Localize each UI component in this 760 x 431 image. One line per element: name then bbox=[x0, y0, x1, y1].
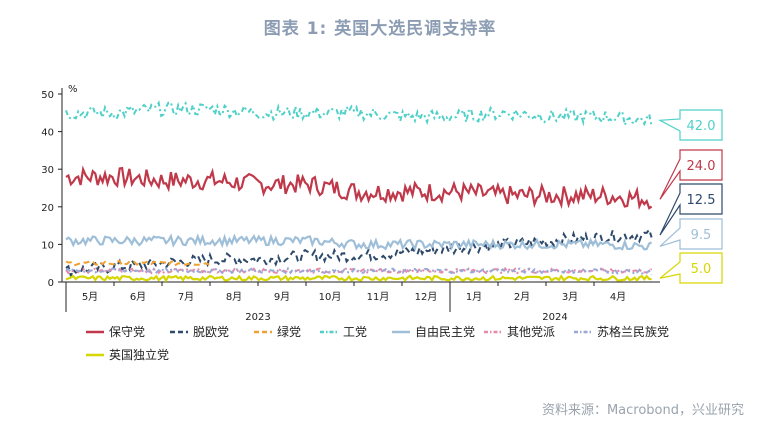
x-tick-label: 3月 bbox=[562, 291, 578, 303]
y-tick-label: 0 bbox=[48, 278, 54, 289]
x-year-label: 2024 bbox=[542, 312, 567, 323]
series-line bbox=[65, 266, 653, 275]
callout-value: 24.0 bbox=[687, 159, 716, 174]
legend-label: 自由民主党 bbox=[415, 324, 475, 339]
y-axis-unit: % bbox=[68, 84, 78, 95]
x-year-label: 2023 bbox=[245, 312, 270, 323]
x-tick-label: 6月 bbox=[130, 291, 146, 303]
source-note: 资料来源：Macrobond，兴业研究 bbox=[541, 403, 744, 418]
y-tick-label: 50 bbox=[41, 90, 54, 101]
legend-label: 其他党派 bbox=[507, 324, 555, 339]
x-tick-label: 10月 bbox=[319, 291, 342, 303]
series-line bbox=[65, 165, 653, 211]
legend-label: 英国独立党 bbox=[109, 347, 169, 362]
series-line bbox=[65, 259, 211, 267]
series-line bbox=[65, 274, 652, 283]
legend-label: 绿党 bbox=[277, 324, 301, 339]
callout-box bbox=[657, 109, 723, 141]
y-tick-label: 40 bbox=[41, 128, 54, 139]
legend-label: 保守党 bbox=[109, 324, 145, 339]
callout-box bbox=[659, 252, 723, 284]
x-tick-label: 8月 bbox=[226, 291, 242, 303]
callout-value: 5.0 bbox=[691, 262, 712, 277]
series-line bbox=[65, 100, 653, 129]
x-tick-label: 4月 bbox=[610, 291, 626, 303]
chart-title: 图表 1: 英国大选民调支持率 bbox=[263, 19, 497, 39]
y-tick-label: 30 bbox=[41, 165, 54, 176]
legend-label: 工党 bbox=[343, 324, 367, 339]
x-tick-label: 12月 bbox=[415, 291, 438, 303]
x-tick-label: 1月 bbox=[466, 291, 482, 303]
x-tick-label: 5月 bbox=[82, 291, 98, 303]
callout-value: 42.0 bbox=[687, 119, 716, 134]
y-tick-label: 10 bbox=[41, 240, 54, 251]
callout-value: 12.5 bbox=[687, 193, 716, 208]
x-tick-label: 7月 bbox=[178, 291, 194, 303]
legend-label: 苏格兰民族党 bbox=[597, 324, 669, 339]
callout-box bbox=[659, 149, 723, 200]
callout-box bbox=[659, 183, 723, 236]
series-line bbox=[65, 266, 653, 276]
x-tick-label: 2月 bbox=[514, 291, 530, 303]
legend-label: 脱欧党 bbox=[193, 324, 229, 339]
callout-box bbox=[659, 218, 723, 250]
series-line bbox=[65, 233, 653, 252]
callout-value: 9.5 bbox=[691, 228, 712, 243]
y-tick-label: 20 bbox=[41, 203, 54, 214]
x-tick-label: 9月 bbox=[274, 291, 290, 303]
x-tick-label: 11月 bbox=[367, 291, 390, 303]
